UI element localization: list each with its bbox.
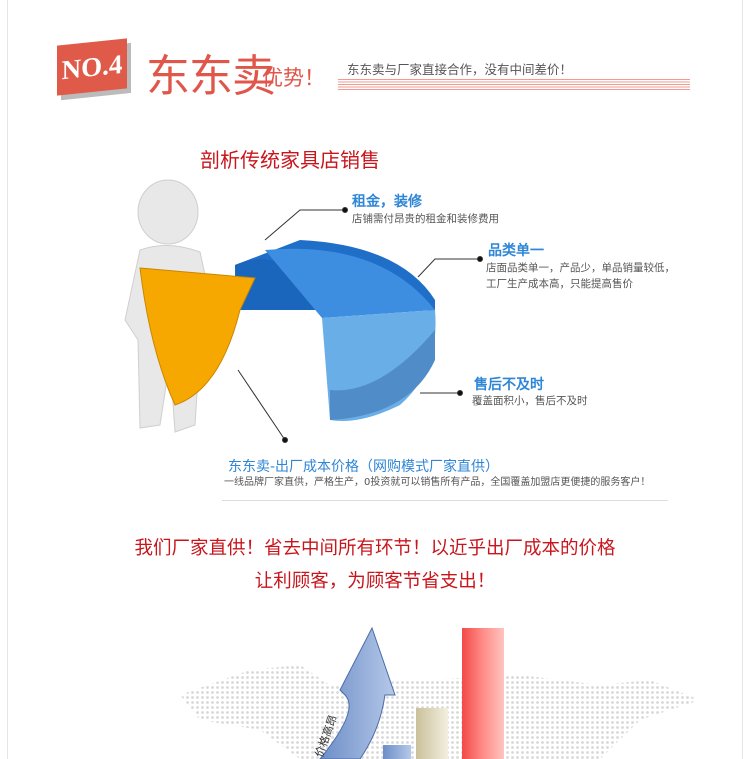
point-desc-category-1: 店面品类单一，产品少，单品销量较低， xyxy=(486,262,675,274)
point-desc-rent: 店铺需付昂贵的租金和装修费用 xyxy=(352,213,499,225)
point-desc-aftersale: 覆盖面积小，售后不及时 xyxy=(472,395,588,407)
message-line-2: 让利顾客，为顾客节省支出！ xyxy=(254,571,496,592)
analysis-title: 剖析传统家具店销售 xyxy=(200,148,380,172)
growth-arrow xyxy=(319,626,396,759)
bar-medium xyxy=(416,708,448,759)
point-label-rent: 租金，装修 xyxy=(352,194,422,210)
point-label-aftersale: 售后不及时 xyxy=(474,377,544,393)
bar-tall xyxy=(462,628,504,759)
advantage-label: 东东卖-出厂成本价格（网购模式厂家直供） xyxy=(228,459,500,475)
pie-slice-advantage xyxy=(139,267,256,406)
bar-small xyxy=(383,745,411,759)
price-growth-graphic: 价格高昂 xyxy=(180,626,700,759)
advantage-desc: 一线品牌厂家直供，严格生产，0投资就可以销售所有产品，全国覆盖加盟店更便捷的服务… xyxy=(224,477,651,488)
pie-chart xyxy=(139,240,436,421)
page-frame xyxy=(7,0,743,759)
stripe-decoration xyxy=(338,79,690,90)
pie-illustration xyxy=(124,179,483,443)
callout-lines xyxy=(237,207,483,443)
point-label-category: 品类单一 xyxy=(488,243,544,259)
brand-name: 东东卖 xyxy=(146,51,276,102)
badge-text: NO.4 xyxy=(61,48,123,86)
brand-suffix: 优势！ xyxy=(262,66,325,90)
point-desc-category-2: 工厂生产成本高，只能提高售价 xyxy=(486,278,633,290)
message-line-1: 我们厂家直供！省去中间所有环节！以近乎出厂成本的价格 xyxy=(134,538,616,559)
pie-slice-rent-side xyxy=(235,259,320,310)
number-badge: NO.4 xyxy=(57,38,127,96)
slogan: 东东卖与厂家直接合作，没有中间差价！ xyxy=(347,62,573,77)
divider xyxy=(222,500,668,501)
pie-slice-category xyxy=(265,248,435,318)
